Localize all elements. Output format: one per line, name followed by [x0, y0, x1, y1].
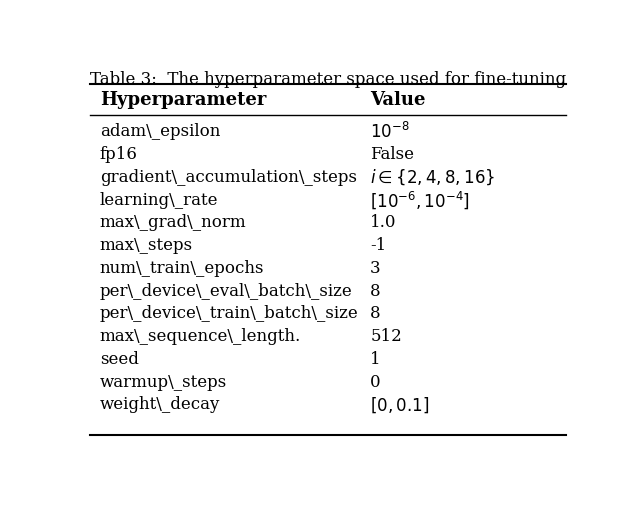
- Text: $10^{-8}$: $10^{-8}$: [370, 122, 410, 142]
- Text: 1.0: 1.0: [370, 214, 397, 232]
- Text: seed: seed: [100, 351, 139, 368]
- Text: $[10^{-6}, 10^{-4}]$: $[10^{-6}, 10^{-4}]$: [370, 190, 470, 211]
- Text: warmup\_steps: warmup\_steps: [100, 373, 227, 391]
- Text: Table 3:  The hyperparameter space used for fine-tuning: Table 3: The hyperparameter space used f…: [90, 71, 566, 88]
- Text: per\_device\_eval\_batch\_size: per\_device\_eval\_batch\_size: [100, 283, 353, 299]
- Text: fp16: fp16: [100, 146, 138, 163]
- Text: $i \in \{2, 4, 8, 16\}$: $i \in \{2, 4, 8, 16\}$: [370, 168, 495, 187]
- Text: 8: 8: [370, 305, 381, 322]
- Text: $[0, 0.1]$: $[0, 0.1]$: [370, 395, 429, 414]
- Text: adam\_epsilon: adam\_epsilon: [100, 123, 220, 140]
- Text: 3: 3: [370, 260, 381, 277]
- Text: Value: Value: [370, 91, 426, 109]
- Text: per\_device\_train\_batch\_size: per\_device\_train\_batch\_size: [100, 305, 358, 322]
- Text: num\_train\_epochs: num\_train\_epochs: [100, 260, 264, 277]
- Text: -1: -1: [370, 237, 387, 254]
- Text: 1: 1: [370, 351, 381, 368]
- Text: 0: 0: [370, 373, 381, 391]
- Text: max\_sequence\_length.: max\_sequence\_length.: [100, 328, 301, 345]
- Text: weight\_decay: weight\_decay: [100, 396, 220, 413]
- Text: False: False: [370, 146, 414, 163]
- Text: learning\_rate: learning\_rate: [100, 192, 218, 209]
- Text: 8: 8: [370, 283, 381, 299]
- Text: 512: 512: [370, 328, 402, 345]
- Text: gradient\_accumulation\_steps: gradient\_accumulation\_steps: [100, 169, 357, 186]
- Text: max\_steps: max\_steps: [100, 237, 193, 254]
- Text: Hyperparameter: Hyperparameter: [100, 91, 266, 109]
- Text: max\_grad\_norm: max\_grad\_norm: [100, 214, 246, 232]
